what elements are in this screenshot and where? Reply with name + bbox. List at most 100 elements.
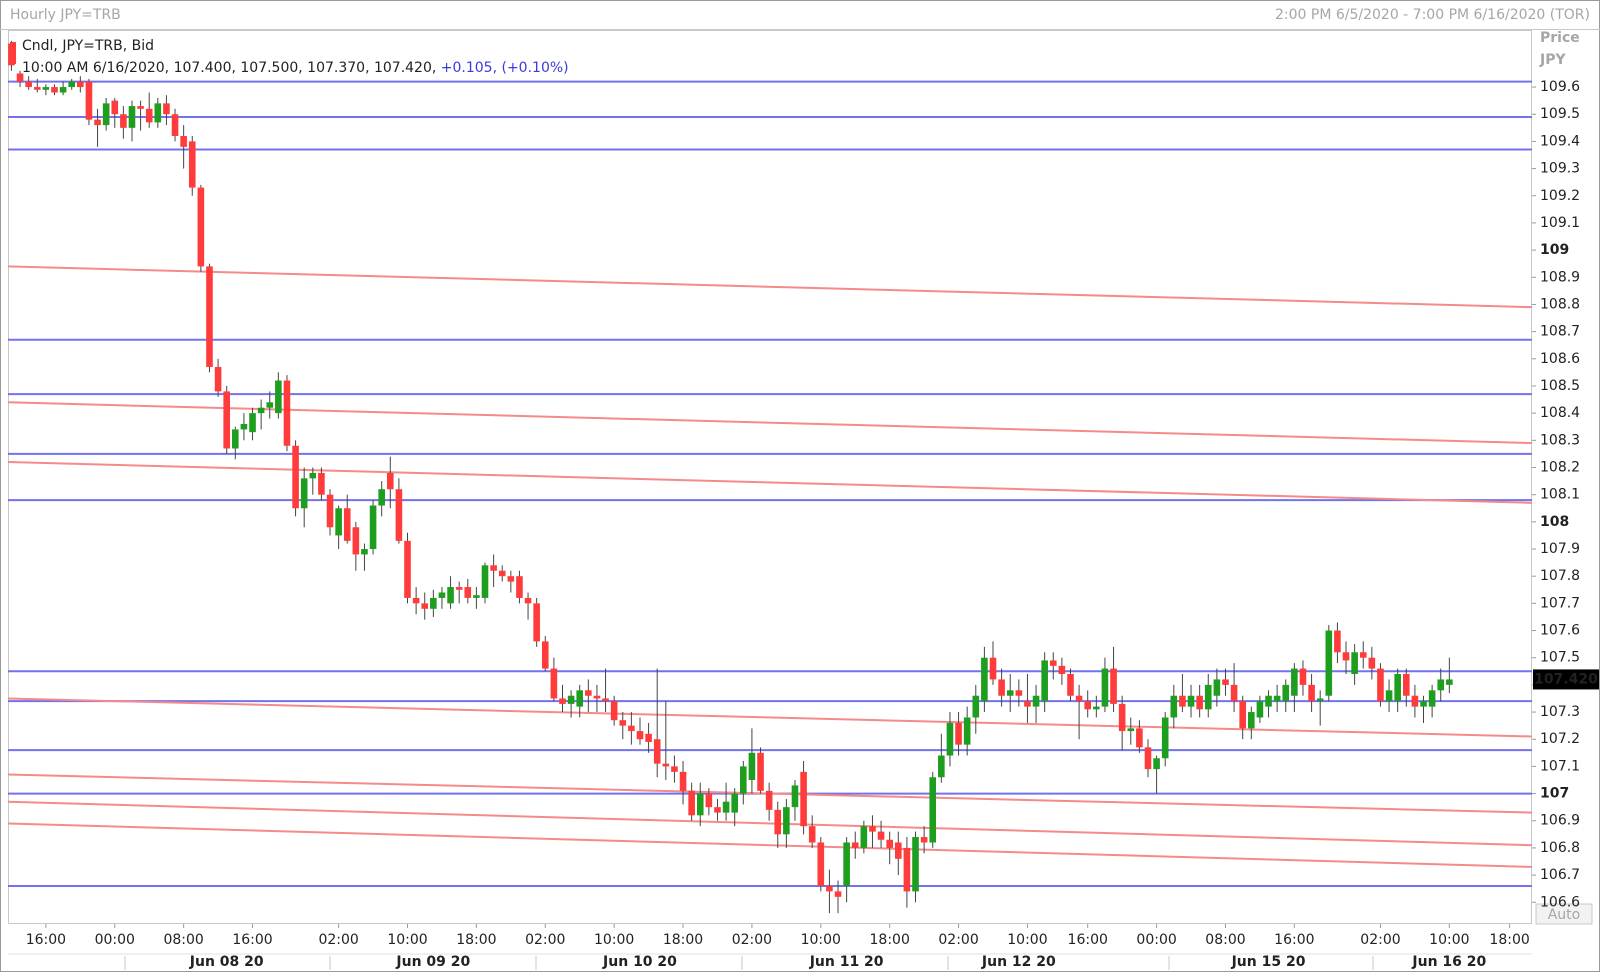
x-tick-label: 08:00 [1205, 932, 1245, 948]
candle-body [257, 407, 265, 414]
x-tick-label: 02:00 [318, 932, 358, 948]
candle-body [120, 114, 127, 128]
candle-body [524, 597, 532, 604]
candle-body [834, 891, 842, 897]
candle-body [163, 103, 170, 115]
candle-body [395, 489, 403, 541]
candle-body [1067, 674, 1074, 696]
y-tick-label: 106.9 [1540, 813, 1580, 829]
x-tick-label: 02:00 [525, 932, 565, 948]
candle-body [1256, 701, 1264, 718]
candle-body [1049, 660, 1057, 666]
candle-body [610, 701, 618, 721]
candle-body [335, 508, 342, 536]
x-tick-label: 10:00 [1007, 932, 1047, 948]
candle-body [585, 690, 592, 696]
candle-body [326, 494, 334, 528]
candle-body [783, 807, 790, 835]
x-tick-label: 02:00 [938, 932, 978, 948]
info-line: 10:00 AM 6/16/2020, 107.400, 107.500, 10… [22, 60, 436, 76]
axis-unit: JPY [1539, 52, 1566, 68]
candle-body [1032, 695, 1040, 707]
candle-body [1359, 652, 1367, 658]
auto-button-label[interactable]: Auto [1548, 907, 1581, 923]
candle-body [154, 103, 162, 123]
candle-body [1015, 690, 1023, 696]
candle-body [1385, 690, 1393, 702]
candle-body [1024, 701, 1031, 707]
candle-body [171, 114, 179, 136]
candle-body [25, 81, 32, 88]
candle-body [1230, 684, 1238, 702]
candle-body [628, 725, 635, 732]
trend-line [8, 265, 1532, 309]
candle-body [1118, 703, 1126, 732]
candle-body [722, 801, 730, 813]
candle-body [1204, 684, 1212, 710]
candle-body [1179, 695, 1186, 707]
candle-body [1196, 695, 1203, 710]
y-tick-label: 108.7 [1540, 324, 1580, 340]
candle-body [1368, 657, 1376, 669]
candle-body [860, 826, 868, 848]
chart-title: Hourly JPY=TRB [10, 7, 121, 23]
candle-body [877, 831, 885, 840]
candle-body [137, 106, 144, 109]
date-label: Jun 10 20 [602, 954, 677, 970]
candle-body [85, 81, 93, 120]
candle-body [292, 445, 299, 509]
legend-info: 10:00 AM 6/16/2020, 107.400, 107.500, 10… [22, 60, 569, 76]
candle-body [1291, 668, 1298, 696]
change: +0.105, [441, 60, 497, 76]
candle-body [1334, 630, 1341, 653]
candle-body [886, 839, 893, 848]
candle-body [421, 603, 429, 609]
candle-body [679, 771, 687, 791]
change-pct: (+0.10%) [501, 60, 568, 76]
candle-body [1041, 660, 1048, 702]
candle-body [1351, 652, 1358, 675]
y-tick-label: 108.4 [1540, 405, 1580, 421]
candle-body [232, 429, 239, 449]
candle-body [1428, 690, 1436, 707]
candle-body [1058, 665, 1066, 675]
candle-body [1446, 679, 1453, 685]
candle-body [1127, 728, 1135, 732]
candle-body [266, 402, 274, 408]
candle-body [757, 752, 764, 791]
candle-body [851, 842, 859, 848]
candle-body [1411, 695, 1419, 707]
candle-body [998, 679, 1005, 696]
candle-body [920, 837, 928, 843]
x-tick-label: 10:00 [387, 932, 427, 948]
candle-body [619, 720, 627, 726]
candle-body [1075, 695, 1083, 702]
last-price-box [1533, 669, 1599, 690]
candle-body [1213, 679, 1221, 696]
x-tick-label: 16:00 [26, 932, 66, 948]
trend-line [8, 800, 1532, 847]
candle-body [541, 641, 549, 669]
candle-body [1248, 712, 1255, 729]
y-tick-label: 107.3 [1540, 704, 1580, 720]
candle-body [481, 565, 489, 598]
auto-button[interactable] [1535, 903, 1593, 925]
x-tick-label: 16:00 [1274, 932, 1314, 948]
candle-body [214, 366, 222, 392]
candle-body [300, 478, 308, 509]
candle-body [1377, 668, 1384, 702]
y-tick-label: 107.1 [1540, 758, 1580, 774]
candle-body [748, 752, 756, 780]
candle-body [1093, 706, 1100, 710]
candle-body [946, 722, 954, 756]
candle-body [696, 793, 704, 816]
candle-body [361, 549, 368, 555]
x-tick-label: 18:00 [663, 932, 703, 948]
axis-title: Price [1540, 30, 1580, 46]
candle-body [645, 733, 652, 742]
candle-body [68, 81, 76, 88]
candle-body [102, 103, 110, 126]
candle-body [249, 413, 256, 433]
